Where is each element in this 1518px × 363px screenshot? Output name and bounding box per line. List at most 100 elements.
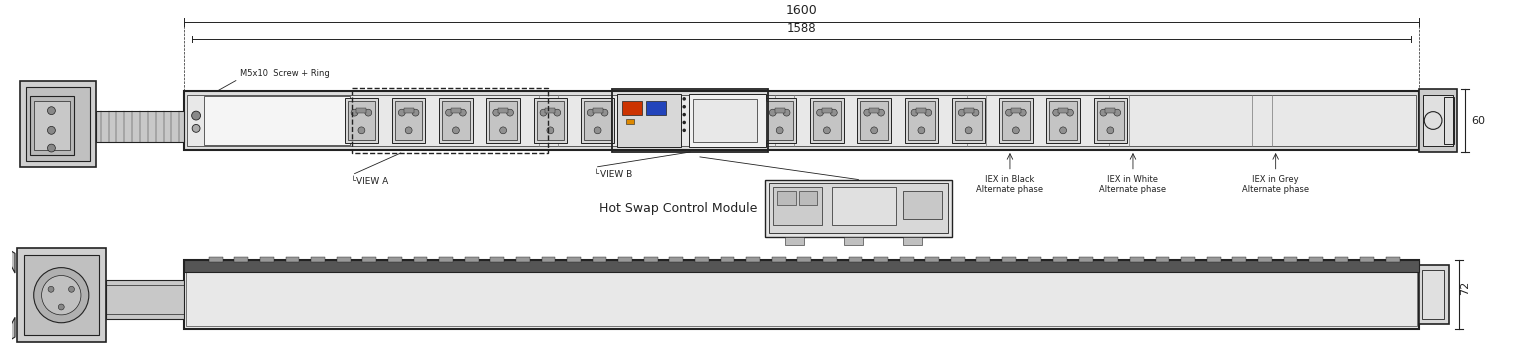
Circle shape (683, 113, 686, 117)
Bar (900, 257, 914, 262)
Circle shape (823, 127, 830, 134)
Text: IEX in Black
Alternate phase: IEX in Black Alternate phase (976, 175, 1043, 194)
Bar (1422, 270, 1444, 319)
Circle shape (683, 129, 686, 132)
Circle shape (41, 276, 80, 315)
Bar (644, 257, 657, 262)
Bar (999, 98, 1032, 143)
Bar (622, 101, 642, 115)
Bar (404, 108, 413, 113)
Bar (1444, 97, 1454, 144)
Circle shape (864, 109, 871, 116)
Circle shape (446, 109, 452, 116)
Bar (926, 257, 940, 262)
Text: PDU M5x5 Smart PCBA: PDU M5x5 Smart PCBA (241, 112, 313, 117)
Circle shape (683, 105, 686, 109)
Bar (903, 191, 943, 219)
Circle shape (972, 109, 979, 116)
Circle shape (507, 109, 513, 116)
Bar (1309, 257, 1322, 262)
Text: Hot Swap Control Module: Hot Swap Control Module (598, 201, 757, 215)
Bar (33, 101, 70, 150)
Text: └: └ (594, 170, 598, 179)
Circle shape (776, 127, 783, 134)
Circle shape (405, 127, 411, 134)
Bar (1049, 101, 1076, 140)
Bar (568, 257, 581, 262)
Text: VIEW B: VIEW B (600, 170, 631, 179)
Bar (645, 101, 665, 115)
Bar (821, 108, 832, 113)
Bar (1419, 265, 1448, 324)
Bar (823, 257, 836, 262)
Circle shape (58, 304, 64, 310)
Bar (858, 98, 891, 143)
Bar (395, 101, 422, 140)
Circle shape (460, 109, 466, 116)
Circle shape (871, 127, 877, 134)
Bar (442, 101, 469, 140)
Text: IEX in Grey
Alternate phase: IEX in Grey Alternate phase (1242, 175, 1309, 194)
Circle shape (1019, 109, 1026, 116)
Bar (1079, 257, 1093, 262)
Bar (1181, 257, 1195, 262)
Text: 1588: 1588 (786, 22, 817, 35)
Bar (584, 101, 612, 140)
Circle shape (68, 286, 74, 292)
Circle shape (958, 109, 965, 116)
Bar (1011, 108, 1020, 113)
Circle shape (587, 109, 594, 116)
Circle shape (817, 109, 823, 116)
Bar (1093, 98, 1126, 143)
Bar (20, 81, 96, 167)
Bar (24, 255, 99, 335)
Circle shape (47, 144, 55, 152)
Circle shape (452, 127, 460, 134)
Bar (357, 108, 366, 113)
Bar (187, 95, 1416, 146)
Bar (285, 257, 299, 262)
Bar (260, 257, 273, 262)
Text: └: └ (351, 176, 355, 185)
Bar (413, 257, 428, 262)
Bar (785, 237, 805, 245)
Bar (187, 263, 1418, 326)
Bar (844, 237, 864, 245)
Bar (184, 91, 1419, 150)
Bar (451, 108, 461, 113)
Bar (861, 101, 888, 140)
Bar (689, 94, 767, 147)
Circle shape (1101, 109, 1107, 116)
Bar (486, 98, 519, 143)
Bar (1129, 257, 1143, 262)
Bar (905, 98, 938, 143)
Bar (184, 260, 1419, 272)
Bar (363, 257, 376, 262)
Circle shape (540, 109, 546, 116)
Bar (832, 187, 896, 225)
Circle shape (924, 109, 932, 116)
Bar (352, 88, 548, 153)
Circle shape (1107, 127, 1114, 134)
Bar (777, 191, 797, 205)
Circle shape (193, 125, 200, 132)
Polygon shape (0, 244, 15, 273)
Bar (1105, 108, 1116, 113)
Bar (800, 191, 817, 205)
Circle shape (47, 107, 55, 115)
Text: 200-415V 16A 3Phase WYE: 200-415V 16A 3Phase WYE (240, 124, 314, 129)
Bar (767, 101, 794, 140)
Bar (439, 98, 472, 143)
Bar (96, 111, 184, 142)
Bar (768, 183, 947, 233)
Bar (612, 89, 768, 152)
Circle shape (601, 109, 607, 116)
Circle shape (1053, 109, 1060, 116)
Bar (903, 237, 923, 245)
Circle shape (783, 109, 789, 116)
Circle shape (493, 109, 499, 116)
Bar (1053, 257, 1067, 262)
Bar (765, 180, 952, 237)
Polygon shape (0, 317, 15, 347)
Circle shape (1013, 127, 1019, 134)
